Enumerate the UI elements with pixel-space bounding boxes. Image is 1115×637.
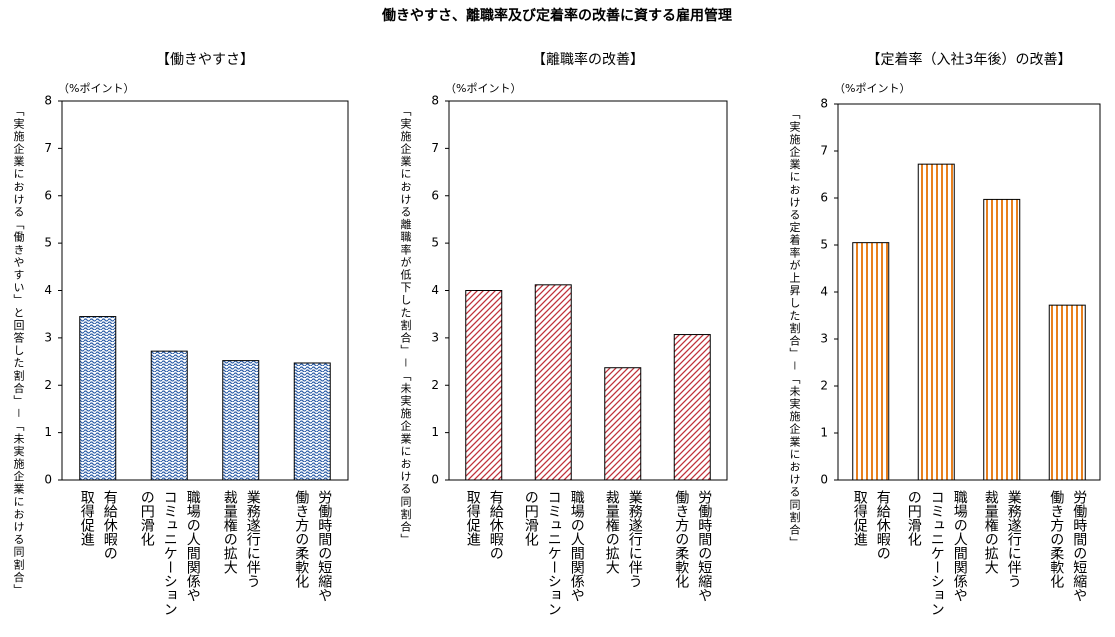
y-tick-label: 5 [44, 236, 52, 250]
x-tick-label: 有給休暇の 取得促進 [78, 490, 118, 560]
x-tick-label: 業務遂行に伴う 裁量権の拡大 [221, 490, 261, 588]
y-tick-label: 4 [44, 283, 52, 297]
bar [150, 350, 188, 481]
x-tick-label: 業務遂行に伴う 裁量権の拡大 [603, 490, 643, 588]
x-tick-label: 有給休暇の 取得促進 [851, 490, 891, 560]
y-tick-label: 7 [431, 141, 439, 155]
bar [1048, 304, 1086, 481]
chart-title: 【定着率（入社3年後）の改善】 [867, 51, 1072, 68]
y-tick-label: 3 [431, 330, 439, 344]
unit-label: （%ポイント） [445, 82, 521, 95]
y-tick-label: 8 [431, 94, 439, 108]
y-tick-label: 6 [44, 188, 52, 202]
y-tick-label: 3 [44, 330, 52, 344]
y-axis-label: 「実施企業における定着率が上昇した割合」－「未実施企業における同割合」 [788, 108, 801, 549]
page-title: 働きやすさ、離職率及び定着率の改善に資する雇用管理 [381, 7, 732, 24]
bar [465, 290, 503, 481]
chart-title: 【働きやすさ】 [156, 52, 254, 68]
x-tick-label: 労働時間の短縮や 働き方の柔軟化 [673, 490, 713, 602]
x-tick-label: 業務遂行に伴う 裁量権の拡大 [982, 490, 1022, 588]
chart-title: 【離職率の改善】 [532, 51, 644, 68]
y-axis-label: 「実施企業における離職率が低下した割合」－「未実施企業における同割合」 [399, 105, 412, 546]
bar [852, 242, 890, 481]
y-axis-label: 「実施企業における「働きやすい」と回答した割合」－「未実施企業における同割合」 [12, 105, 25, 597]
bar [293, 362, 331, 481]
y-tick-label: 7 [44, 141, 52, 155]
x-tick-label: 職場の人間関係や コミュニケーション の円滑化 [522, 490, 585, 616]
y-tick-label: 5 [431, 236, 439, 250]
bar [604, 367, 642, 481]
y-tick-label: 6 [820, 191, 828, 205]
y-tick-label: 5 [820, 238, 828, 252]
y-tick-label: 0 [431, 473, 439, 487]
y-tick-label: 1 [44, 425, 52, 439]
y-tick-label: 2 [431, 378, 439, 392]
y-tick-label: 3 [820, 332, 828, 346]
y-tick-label: 4 [820, 285, 828, 299]
unit-label: （%ポイント） [58, 82, 134, 95]
y-tick-label: 1 [431, 425, 439, 439]
x-tick-label: 職場の人間関係や コミュニケーション の円滑化 [138, 490, 201, 616]
y-tick-label: 1 [820, 426, 828, 440]
y-tick-label: 6 [431, 188, 439, 202]
y-tick-label: 2 [44, 378, 52, 392]
bar [983, 198, 1021, 481]
bar [79, 316, 117, 481]
y-tick-label: 8 [44, 94, 52, 108]
y-tick-label: 2 [820, 379, 828, 393]
y-tick-label: 4 [431, 283, 439, 297]
y-tick-label: 0 [44, 473, 52, 487]
y-tick-label: 8 [820, 97, 828, 111]
x-tick-label: 職場の人間関係や コミュニケーション の円滑化 [905, 490, 968, 616]
x-tick-label: 労働時間の短縮や 働き方の柔軟化 [293, 490, 333, 602]
y-tick-label: 7 [820, 144, 828, 158]
x-tick-label: 有給休暇の 取得促進 [464, 490, 504, 560]
bar [534, 284, 572, 481]
bar [222, 360, 260, 481]
unit-label: （%ポイント） [834, 82, 910, 95]
x-tick-label: 労働時間の短縮や 働き方の柔軟化 [1048, 490, 1088, 602]
y-tick-label: 0 [820, 473, 828, 487]
bar [673, 334, 711, 481]
bar [917, 163, 955, 481]
